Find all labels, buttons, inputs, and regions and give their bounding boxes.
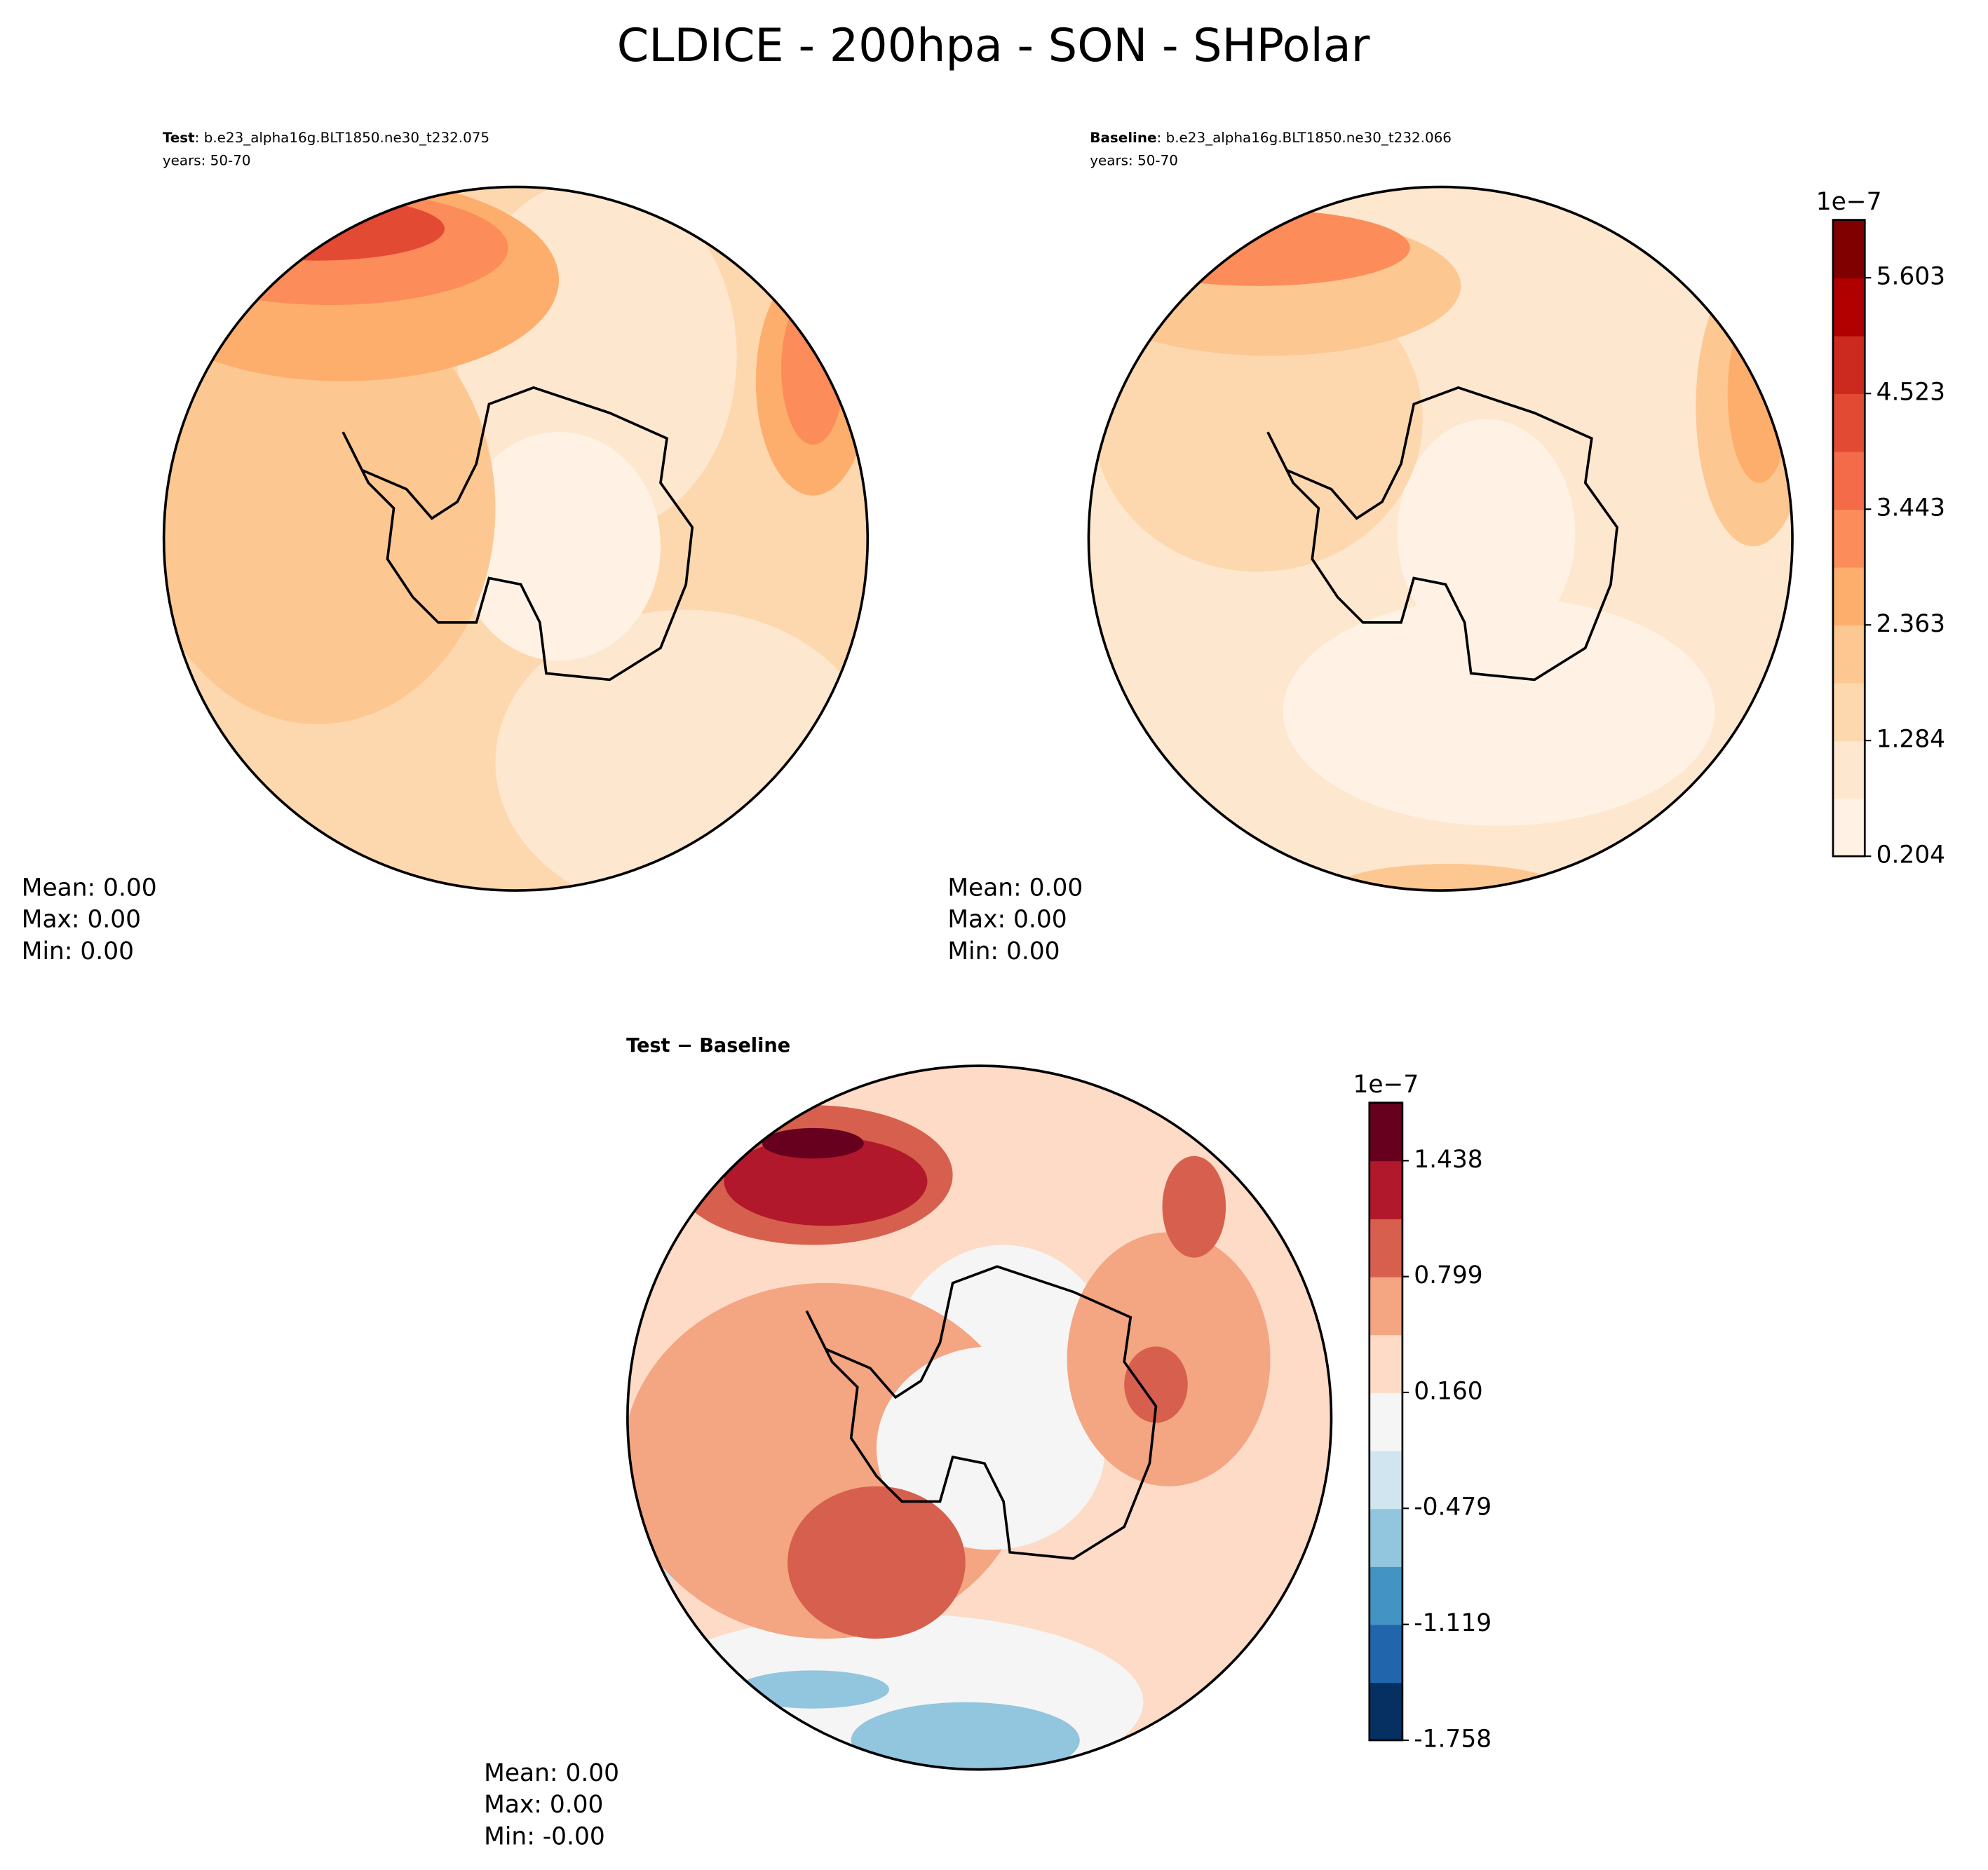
panel-text: : b.e23_alpha16g.BLT1850.ne30_t232.066 (1157, 130, 1452, 146)
contour-field (627, 1066, 1332, 1770)
figure-title: CLDICE - 200hpa - SON - SHPolar (617, 19, 1370, 72)
colorbar-bin (1369, 1624, 1402, 1683)
panel-text: : b.e23_alpha16g.BLT1850.ne30_t232.075 (195, 130, 489, 146)
panel-header: Test: b.e23_alpha16g.BLT1850.ne30_t232.0… (163, 130, 489, 146)
colorbar-offset: 1e−7 (1816, 188, 1882, 216)
colorbar-bin (1832, 219, 1865, 279)
colorbar-bin (1832, 567, 1865, 626)
colorbar-bin (1369, 1566, 1402, 1625)
colorbar-tick-label: 3.443 (1877, 494, 1946, 522)
stat: Max: 0.00 (22, 906, 141, 934)
colorbar-tick-label: -0.479 (1414, 1493, 1492, 1522)
map-boundary (1087, 185, 1794, 892)
colorbar-bin (1832, 278, 1865, 337)
stat: Max: 0.00 (947, 906, 1067, 934)
colorbar-bin (1832, 682, 1865, 742)
colorbar-tick-label: 0.799 (1414, 1261, 1482, 1289)
colorbar-bin (1832, 451, 1865, 510)
stat: Mean: 0.00 (947, 874, 1083, 902)
panel-label: Test − Baseline (626, 1035, 790, 1057)
colorbar-frame (1832, 219, 1866, 858)
colorbar-bin (1832, 625, 1865, 684)
panel-label: Baseline (1090, 130, 1156, 146)
colorbar-bin (1369, 1450, 1402, 1510)
colorbar-bin (1369, 1508, 1402, 1567)
stat: Min: 0.00 (22, 937, 134, 966)
colorbar-tick-label: 0.204 (1877, 841, 1946, 869)
colorbar-bin (1832, 393, 1865, 452)
panel-years: years: 50-70 (1090, 153, 1178, 169)
panel-label: Test (163, 130, 195, 146)
colorbar-tick-label: 2.363 (1877, 610, 1946, 638)
colorbar-tick-label: 1.284 (1877, 726, 1946, 754)
panel-header: Baseline: b.e23_alpha16g.BLT1850.ne30_t2… (1090, 130, 1452, 146)
colorbar-bin (1369, 1102, 1402, 1162)
colorbar-tick-label: -1.119 (1414, 1609, 1492, 1637)
colorbar-bin (1832, 509, 1865, 568)
colorbar-frame (1368, 1102, 1404, 1742)
colorbar-tick-label: 5.603 (1877, 263, 1946, 291)
colorbar-tick-label: 1.438 (1414, 1146, 1482, 1174)
map-boundary (162, 185, 870, 892)
colorbar-tick-label: -1.758 (1414, 1725, 1492, 1753)
colorbar-bin (1832, 798, 1865, 858)
stat: Min: -0.00 (484, 1823, 605, 1851)
panel-years: years: 50-70 (163, 153, 251, 169)
map-boundary (626, 1064, 1333, 1771)
colorbar-bin (1369, 1218, 1402, 1278)
colorbar-bin (1369, 1682, 1402, 1741)
colorbar-tick-label: 0.160 (1414, 1377, 1482, 1405)
colorbar-bin (1832, 740, 1865, 799)
contour-field (1088, 187, 1793, 891)
colorbar-bin (1369, 1160, 1402, 1219)
stat: Mean: 0.00 (484, 1759, 619, 1787)
stat: Max: 0.00 (484, 1791, 603, 1819)
colorbar-bin (1369, 1392, 1402, 1451)
colorbar-tick-label: 4.523 (1877, 379, 1946, 407)
colorbar-bin (1369, 1334, 1402, 1393)
colorbar-offset: 1e−7 (1353, 1071, 1419, 1099)
stat: Mean: 0.00 (22, 874, 157, 902)
stat: Min: 0.00 (947, 937, 1060, 966)
colorbar-bin (1832, 335, 1865, 395)
colorbar-bin (1369, 1276, 1402, 1336)
